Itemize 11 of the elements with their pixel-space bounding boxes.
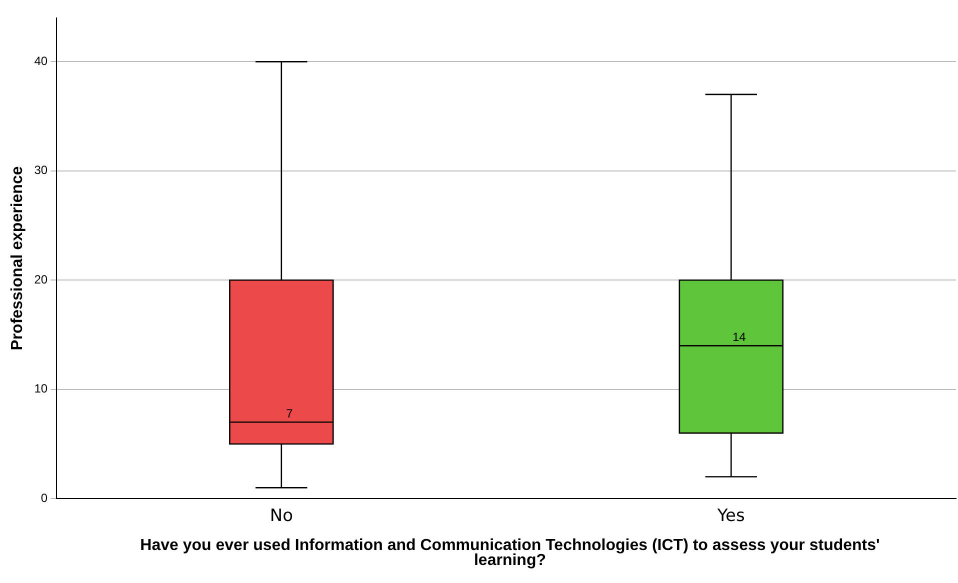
- x-axis-title: Have you ever used Information and Communication Technologies (ICT) to assess your students' learning?: [139, 537, 881, 569]
- annotation: 14: [732, 330, 746, 344]
- y-tick-label: 40: [34, 54, 48, 68]
- y-tick-label: 10: [34, 382, 48, 396]
- y-tick-label: 30: [34, 163, 48, 178]
- y-tick-label: 20: [34, 272, 48, 286]
- x-tick-label: Yes: [716, 506, 745, 526]
- annotation: 7: [286, 406, 294, 420]
- x-tick-label: No: [270, 506, 293, 526]
- y-tick-label: 0: [40, 490, 48, 505]
- y-axis-title: Professional experience: [9, 166, 26, 350]
